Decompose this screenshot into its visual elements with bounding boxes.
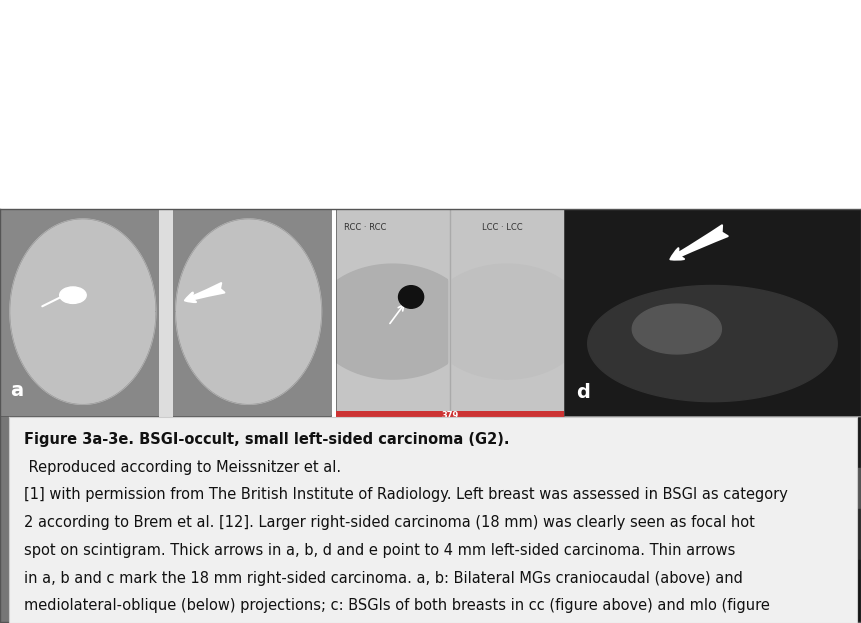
- Text: +....+¹² 4mm: +....+¹² 4mm: [761, 606, 808, 612]
- Text: LCC · LCC: LCC · LCC: [482, 223, 523, 232]
- Text: LMLO · LMLO: LMLO · LMLO: [478, 424, 527, 433]
- Circle shape: [59, 494, 86, 511]
- Text: b: b: [10, 588, 24, 607]
- Text: d: d: [576, 383, 590, 402]
- Polygon shape: [10, 426, 156, 611]
- Text: 379: 379: [441, 411, 459, 421]
- Polygon shape: [455, 417, 564, 622]
- Text: 2 according to Brem et al. [12]. Larger right-sided carcinoma (18 mm) was clearl: 2 according to Brem et al. [12]. Larger …: [24, 515, 755, 530]
- Polygon shape: [336, 264, 448, 379]
- Polygon shape: [588, 285, 837, 402]
- Text: Reproduced according to Meissnitzer et al.: Reproduced according to Meissnitzer et a…: [24, 460, 341, 475]
- Text: RMLO · RMLO: RMLO · RMLO: [340, 424, 391, 433]
- Circle shape: [385, 505, 410, 527]
- Circle shape: [399, 286, 424, 308]
- Circle shape: [59, 287, 86, 303]
- Text: Figure 3a-3e. BSGI-occult, small left-sided carcinoma (G2).: Figure 3a-3e. BSGI-occult, small left-si…: [24, 432, 510, 447]
- Text: a: a: [10, 381, 23, 400]
- Text: in a, b and c mark the 18 mm right-sided carcinoma. a, b: Bilateral MGs cranioca: in a, b and c mark the 18 mm right-sided…: [24, 571, 743, 586]
- Polygon shape: [632, 304, 722, 354]
- Text: [1] with permission from The British Institute of Radiology. Left breast was ass: [1] with permission from The British Ins…: [24, 487, 788, 502]
- Polygon shape: [176, 219, 321, 404]
- Polygon shape: [452, 264, 564, 379]
- Text: e: e: [576, 589, 589, 607]
- Polygon shape: [10, 219, 156, 404]
- Polygon shape: [336, 417, 445, 622]
- Text: RCC · RCC: RCC · RCC: [344, 223, 387, 232]
- Polygon shape: [176, 426, 321, 611]
- Text: mediolateral-oblique (below) projections; c: BSGIs of both breasts in cc (figure: mediolateral-oblique (below) projections…: [24, 598, 770, 613]
- Text: c: c: [450, 589, 461, 607]
- Text: spot on scintigram. Thick arrows in a, b, d and e point to 4 mm left-sided carci: spot on scintigram. Thick arrows in a, b…: [24, 543, 735, 558]
